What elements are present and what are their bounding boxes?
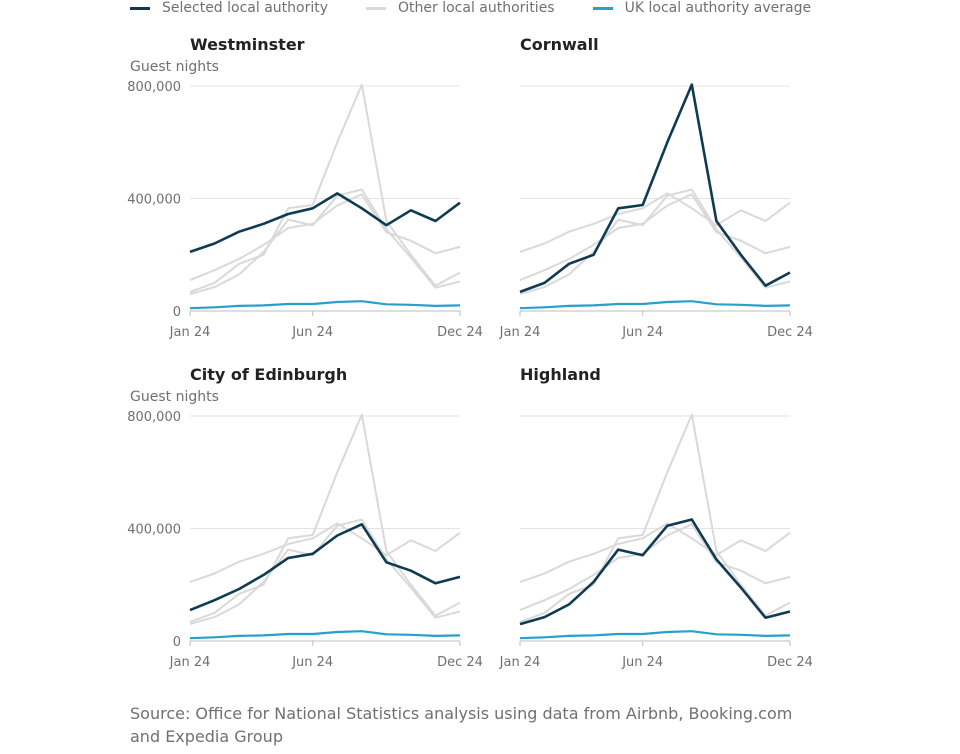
- other-series-line: [519, 522, 791, 583]
- average-series-line: [189, 630, 461, 640]
- legend-item-other: Other local authorities: [366, 0, 555, 16]
- other-series-line: [189, 413, 461, 623]
- panel-city-of-edinburgh: City of Edinburgh Guest nights 0 400,000 800…: [127, 365, 483, 670]
- source-note: Source: Office for National Statistics a…: [130, 704, 793, 746]
- selected-series-line: [519, 518, 791, 626]
- legend-label-other: Other local authorities: [398, 0, 555, 16]
- other-series-line: [519, 188, 791, 296]
- panel-cornwall: Cornwall Jan 24 Jun 24 Dec 24: [499, 35, 813, 340]
- legend-item-average: UK local authority average: [592, 0, 812, 16]
- other-series-line: [519, 192, 791, 253]
- y-tick-label: 0: [173, 305, 181, 320]
- legend-swatch-average: [592, 6, 613, 10]
- y-tick-label: 400,000: [127, 193, 181, 208]
- other-series-line: [519, 193, 791, 282]
- y-tick-label: 0: [173, 635, 181, 650]
- small-multiples-chart: Westminster Guest nights 0 400,000 800,000 Ja…: [127, 35, 813, 670]
- x-tick-label: Jan 24: [169, 655, 211, 670]
- panel-title: Cornwall: [520, 35, 599, 54]
- other-series-line: [189, 518, 461, 626]
- legend: Selected local authority Other local aut…: [130, 0, 849, 16]
- y-tick-label: 800,000: [127, 410, 181, 425]
- x-tick-label: Dec 24: [437, 325, 483, 340]
- panel-title: Westminster: [190, 35, 305, 54]
- x-tick-label: Jan 24: [499, 655, 541, 670]
- y-tick-label: 400,000: [127, 523, 181, 538]
- legend-swatch-selected: [130, 6, 150, 10]
- other-series-line: [519, 523, 791, 612]
- panel-title: City of Edinburgh: [190, 365, 347, 384]
- selected-series-line: [519, 83, 791, 294]
- legend-item-selected: Selected local authority: [130, 0, 328, 16]
- x-tick-label: Jan 24: [499, 325, 541, 340]
- x-tick-label: Dec 24: [767, 655, 813, 670]
- x-tick-label: Jan 24: [169, 325, 211, 340]
- y-axis-label: Guest nights: [130, 389, 219, 405]
- average-series-line: [189, 300, 461, 310]
- x-tick-label: Dec 24: [767, 325, 813, 340]
- x-tick-label: Dec 24: [437, 655, 483, 670]
- selected-series-line: [189, 523, 461, 612]
- other-series-line: [519, 413, 791, 623]
- panel-highland: Highland Jan 24 Jun 24 Dec 24: [499, 365, 813, 670]
- panel-title: Highland: [520, 365, 601, 384]
- x-tick-label: Jun 24: [621, 655, 663, 670]
- other-series-line: [189, 83, 461, 293]
- other-series-line: [189, 193, 461, 282]
- selected-series-line: [189, 192, 461, 254]
- average-series-line: [519, 300, 791, 310]
- x-tick-label: Jun 24: [621, 325, 663, 340]
- x-tick-label: Jun 24: [291, 655, 333, 670]
- y-tick-label: 800,000: [127, 80, 181, 95]
- average-series-line: [519, 630, 791, 640]
- x-tick-label: Jun 24: [291, 325, 333, 340]
- other-series-line: [189, 522, 461, 583]
- legend-swatch-other: [366, 6, 387, 10]
- legend-label-selected: Selected local authority: [162, 0, 329, 16]
- legend-label-average: UK local authority average: [624, 0, 812, 16]
- other-series-line: [189, 188, 461, 296]
- y-axis-label: Guest nights: [130, 59, 219, 75]
- panel-westminster: Westminster Guest nights 0 400,000 800,000 Ja…: [127, 35, 483, 340]
